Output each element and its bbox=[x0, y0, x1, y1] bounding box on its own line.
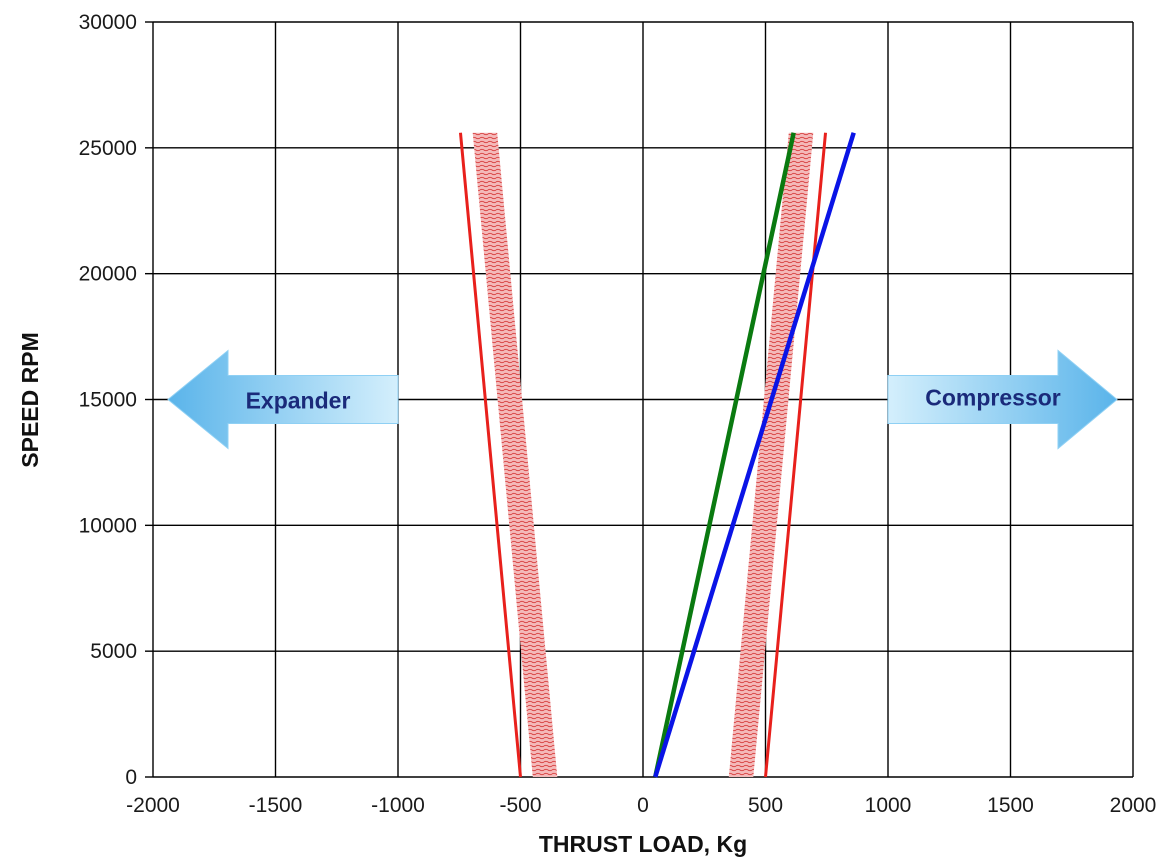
expander-arrow-icon bbox=[167, 349, 399, 450]
y-tick-label: 25000 bbox=[79, 137, 137, 160]
x-tick-label: -500 bbox=[499, 794, 541, 817]
x-tick-label: 0 bbox=[637, 794, 649, 817]
compressor-arrow-icon bbox=[887, 349, 1118, 450]
tolerance-band-compressor bbox=[728, 132, 814, 777]
x-tick-label: -1000 bbox=[371, 794, 425, 817]
expander-label: Expander bbox=[246, 388, 351, 414]
x-tick-label: 1500 bbox=[987, 794, 1034, 817]
tolerance-band-expander bbox=[472, 132, 558, 777]
x-tick-label: 2000 bbox=[1110, 794, 1157, 817]
direction-arrows: Expander Compressor bbox=[167, 349, 1118, 450]
y-axis-title: SPEED RPM bbox=[17, 332, 43, 467]
y-tick-label: 30000 bbox=[79, 11, 137, 34]
limit-lines bbox=[458, 132, 828, 778]
limit-line-compressor bbox=[764, 132, 828, 778]
tick-labels: -2000 -1500 -1000 -500 0 500 1000 1500 200005000… bbox=[79, 11, 1157, 817]
x-tick-label: 1000 bbox=[865, 794, 912, 817]
x-tick-label: -2000 bbox=[126, 794, 180, 817]
series-line-green bbox=[653, 132, 796, 778]
y-tick-label: 5000 bbox=[90, 640, 137, 663]
x-tick-label: 500 bbox=[748, 794, 783, 817]
y-tick-label: 20000 bbox=[79, 263, 137, 286]
series-line-blue bbox=[653, 132, 856, 778]
tolerance-bands bbox=[472, 132, 814, 777]
data-series bbox=[653, 132, 856, 778]
limit-line-expander bbox=[458, 132, 522, 778]
x-tick-label: -1500 bbox=[249, 794, 303, 817]
y-tick-label: 10000 bbox=[79, 514, 137, 537]
y-tick-label: 0 bbox=[125, 766, 137, 789]
compressor-label: Compressor bbox=[925, 385, 1061, 411]
x-axis-title: THRUST LOAD, Kg bbox=[539, 831, 747, 857]
y-tick-label: 15000 bbox=[79, 389, 137, 412]
